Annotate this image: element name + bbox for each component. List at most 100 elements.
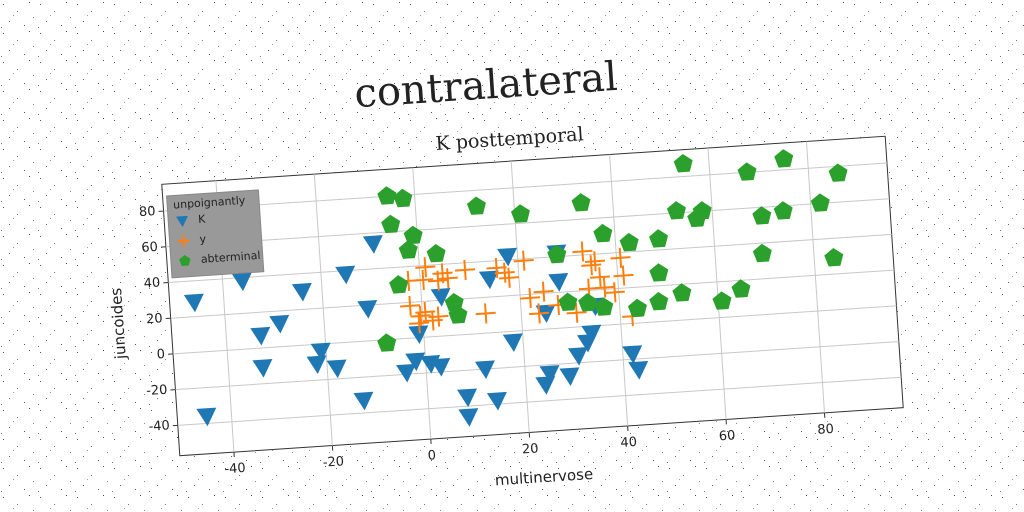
point (824, 248, 844, 267)
point (673, 154, 693, 173)
point (486, 257, 507, 278)
point (773, 201, 793, 220)
grid-line (165, 198, 890, 248)
point (502, 333, 523, 353)
y-tick-label: 80 (139, 204, 157, 220)
point (403, 225, 423, 245)
grid-line (510, 161, 530, 433)
point (398, 240, 418, 259)
point (604, 282, 625, 303)
point (672, 283, 692, 302)
point (520, 287, 541, 308)
x-tick-label: -40 (224, 461, 246, 477)
point (628, 360, 649, 380)
legend-marker (175, 215, 188, 228)
grid-line (412, 167, 432, 440)
grid-line (177, 376, 902, 426)
y-tick-label: -40 (148, 418, 170, 434)
point (584, 251, 605, 272)
point (649, 291, 669, 311)
y-tick-label: 20 (146, 311, 164, 327)
x-tick-label: 40 (620, 435, 638, 451)
point (737, 162, 757, 181)
point (559, 367, 580, 386)
y-tick-label: -20 (146, 383, 168, 399)
point (335, 265, 356, 285)
point (393, 188, 413, 208)
point (510, 204, 530, 223)
point (593, 223, 613, 243)
point (310, 342, 331, 362)
legend-box (166, 189, 265, 279)
point (405, 352, 426, 372)
point (567, 347, 588, 366)
point (589, 267, 610, 288)
point (458, 408, 479, 427)
point (353, 391, 374, 411)
point (752, 206, 772, 225)
grid-line (173, 305, 897, 355)
point (362, 235, 383, 254)
point (475, 303, 496, 324)
plot-area (161, 135, 904, 457)
point (381, 214, 401, 234)
point (448, 305, 468, 324)
point (558, 292, 578, 312)
point (430, 357, 451, 377)
point (377, 186, 397, 205)
point (619, 232, 639, 252)
point (687, 208, 707, 228)
point (572, 241, 593, 262)
point (649, 263, 669, 282)
point (594, 297, 614, 316)
point (250, 326, 271, 346)
x-tick-label: 60 (718, 428, 736, 444)
legend-marker (179, 254, 191, 267)
grid-line (609, 154, 629, 426)
point (389, 275, 409, 294)
point (613, 265, 634, 286)
point (428, 306, 449, 327)
grid-line (313, 174, 333, 446)
point (497, 247, 518, 267)
point (454, 259, 476, 281)
point (494, 262, 515, 283)
y-axis-label: juncoides (107, 287, 130, 361)
point (437, 268, 458, 289)
point (666, 201, 686, 220)
point (571, 193, 591, 212)
x-tick-label: -20 (322, 454, 344, 470)
y-tick-label: 40 (143, 276, 161, 292)
legend-label: abterminal (200, 249, 260, 266)
rotated-figure: contralateral K posttemporal multinervos… (107, 54, 904, 489)
point (196, 407, 217, 427)
point (306, 355, 327, 375)
point (547, 244, 567, 264)
grid-line (805, 141, 825, 413)
grid-line (163, 162, 888, 212)
point (774, 149, 794, 168)
point (566, 302, 587, 323)
point (426, 243, 446, 263)
point (432, 263, 453, 284)
point (533, 281, 554, 302)
point (291, 282, 312, 302)
point (457, 388, 477, 408)
point (828, 163, 848, 182)
point (578, 293, 598, 312)
point (622, 345, 643, 364)
grid-line (170, 269, 895, 319)
y-tick-label: 0 (156, 347, 165, 363)
legend-title: unpoignantly (173, 194, 246, 212)
point (269, 314, 290, 334)
point (377, 333, 397, 352)
point (231, 272, 252, 292)
point (413, 269, 434, 290)
grid-line (168, 233, 892, 283)
x-tick-label: 20 (522, 441, 540, 457)
point (513, 250, 534, 271)
point (400, 295, 421, 316)
point (752, 243, 772, 263)
point (466, 196, 486, 215)
